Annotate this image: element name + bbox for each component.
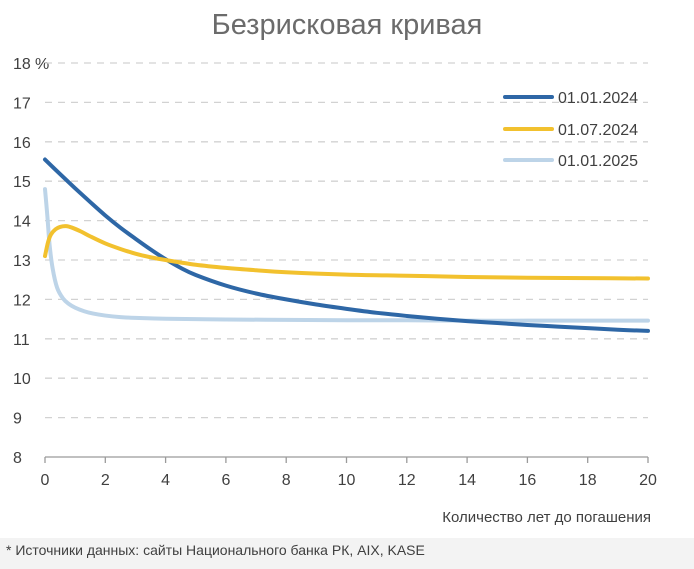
y-tick-label: 18 (13, 56, 31, 73)
y-tick-label: 9 (13, 411, 22, 428)
footnote: * Источники данных: сайты Национального … (6, 542, 425, 558)
y-tick-label: 12 (13, 292, 31, 309)
x-tick-label: 20 (639, 472, 657, 489)
x-tick-label: 18 (579, 472, 597, 489)
series-line-01.07.2024 (43, 224, 650, 281)
y-tick-label: 14 (13, 214, 31, 231)
legend: 01.01.2024 01.07.2024 01.01.2025 (503, 90, 638, 170)
y-tick-label: 10 (13, 371, 31, 388)
series-line-01.01.2025 (43, 187, 650, 323)
x-tick-label: 12 (398, 472, 416, 489)
x-tick-label: 14 (458, 472, 476, 489)
y-tick-label: 13 (13, 253, 31, 270)
x-tick-label: 10 (338, 472, 356, 489)
legend-label: 01.01.2024 (558, 90, 638, 107)
axis-layer: 8 9 10 11 12 13 14 15 16 17 18 0 2 4 6 8 10 12 14 16 18 20 (13, 56, 657, 489)
chart-area: Безрисковая кривая % 8 9 10 11 12 13 14 15 16 17 1… (13, 9, 657, 526)
x-tick-label: 0 (41, 472, 50, 489)
x-tick-label: 8 (282, 472, 291, 489)
x-tick-label: 4 (161, 472, 170, 489)
y-unit-label: % (35, 56, 49, 73)
legend-label: 01.07.2024 (558, 122, 638, 139)
y-tick-label: 17 (13, 95, 31, 112)
chart-svg: Безрисковая кривая % 8 9 10 11 12 13 14 15 16 17 1… (13, 9, 657, 526)
y-tick-label: 15 (13, 174, 31, 191)
footnote-band: * Источники данных: сайты Национального … (0, 538, 694, 569)
x-tick-label: 2 (101, 472, 110, 489)
x-tick-label: 6 (221, 472, 230, 489)
y-tick-label: 8 (13, 450, 22, 467)
x-tick-label: 16 (519, 472, 537, 489)
y-tick-label: 16 (13, 135, 31, 152)
grid-layer (45, 62, 648, 419)
x-axis-title: Количество лет до погашения (442, 509, 651, 526)
y-tick-label: 11 (13, 332, 30, 349)
legend-label: 01.01.2025 (558, 153, 638, 170)
series-line-01.01.2024 (43, 157, 650, 333)
series-layer (43, 157, 650, 333)
chart-title: Безрисковая кривая (212, 9, 483, 41)
